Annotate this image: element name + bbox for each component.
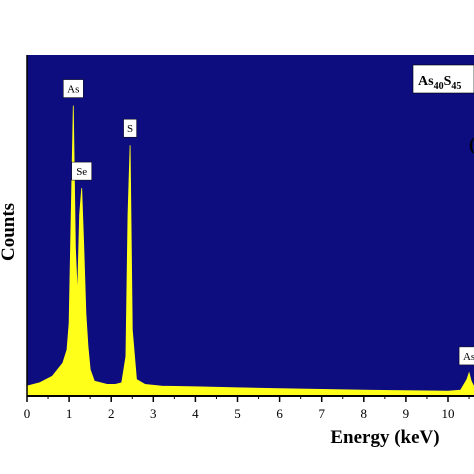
plot-background bbox=[27, 55, 474, 396]
x-tick-label: 3 bbox=[150, 406, 157, 421]
peak-label-text: As bbox=[463, 351, 474, 363]
peak-label-as-3: As bbox=[458, 346, 474, 366]
x-tick-label: 10 bbox=[442, 406, 455, 421]
x-tick-label: 2 bbox=[108, 406, 115, 421]
x-tick-label: 1 bbox=[66, 406, 73, 421]
x-tick-label: 9 bbox=[403, 406, 410, 421]
partial-edge-text: ( bbox=[469, 134, 474, 155]
peak-label-box bbox=[71, 161, 92, 181]
x-axis-title: Energy (keV) bbox=[330, 427, 439, 448]
peak-label-text: As bbox=[67, 84, 79, 96]
peak-label-text: Se bbox=[76, 166, 87, 178]
peak-label-box bbox=[123, 118, 137, 138]
x-tick-label: 5 bbox=[234, 406, 241, 421]
composition-label-text: As40S45 bbox=[418, 74, 461, 92]
peak-label-se-1: Se bbox=[71, 161, 92, 181]
x-tick-label: 7 bbox=[318, 406, 325, 421]
y-axis-title: Counts bbox=[0, 203, 19, 261]
x-tick-label: 4 bbox=[192, 406, 199, 421]
peak-label-text: S bbox=[127, 123, 133, 135]
composition-label: As40S45 bbox=[412, 64, 474, 94]
x-tick-label: 6 bbox=[276, 406, 283, 421]
x-tick-label: 8 bbox=[361, 406, 368, 421]
peak-label-box bbox=[458, 346, 474, 366]
peak-label-box bbox=[63, 79, 84, 98]
peak-label-as-0: As bbox=[63, 79, 84, 98]
x-tick-label: 0 bbox=[24, 406, 31, 421]
composition-label-box bbox=[412, 64, 474, 94]
spectrum-area-0 bbox=[26, 105, 474, 397]
peak-label-s-2: S bbox=[123, 118, 137, 138]
